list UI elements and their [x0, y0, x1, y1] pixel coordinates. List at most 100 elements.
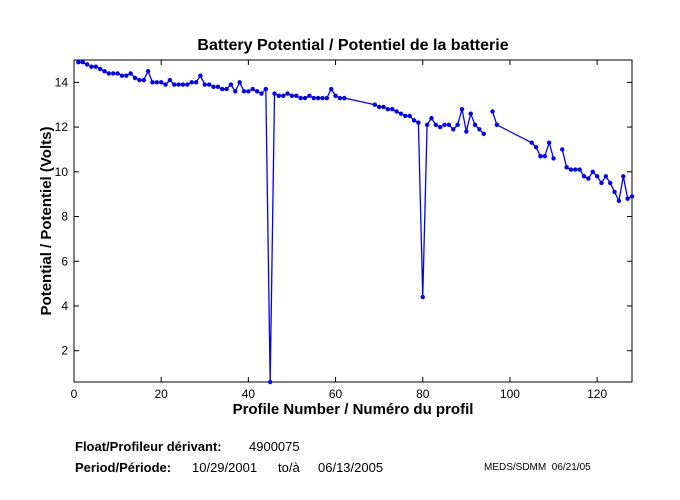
- data-point: [254, 89, 260, 94]
- data-point: [407, 113, 412, 119]
- data-point: [625, 196, 630, 201]
- data-point: [385, 106, 391, 112]
- data-point: [324, 95, 330, 101]
- data-point: [167, 77, 173, 83]
- data-point: [320, 95, 325, 101]
- data-point: [603, 174, 609, 179]
- data-point: [429, 115, 434, 121]
- data-point: [220, 86, 225, 92]
- x-tick-label: 100: [500, 387, 520, 401]
- data-point: [115, 71, 120, 76]
- data-point: [529, 140, 534, 145]
- data-point: [141, 77, 146, 83]
- x-axis-label: Profile Number / Numéro du profil: [233, 401, 474, 418]
- data-point: [546, 140, 552, 145]
- credit-text: MEDS/SDMM 06/21/05: [484, 462, 591, 473]
- y-tick-label: 14: [55, 75, 69, 89]
- data-point: [180, 82, 186, 87]
- data-point: [193, 80, 199, 85]
- data-point: [477, 127, 482, 132]
- data-point: [89, 64, 94, 69]
- data-point: [202, 82, 207, 87]
- x-tick-label: 120: [587, 387, 607, 401]
- data-point: [416, 120, 421, 125]
- data-point: [573, 167, 578, 172]
- data-point: [302, 95, 308, 101]
- data-point: [276, 93, 282, 98]
- data-point: [285, 91, 290, 96]
- data-point: [224, 86, 229, 92]
- data-point: [150, 80, 155, 85]
- data-point: [568, 167, 574, 172]
- data-point: [124, 73, 129, 78]
- data-point: [154, 80, 160, 85]
- data-point: [590, 169, 595, 175]
- data-point: [189, 80, 194, 85]
- data-point: [267, 379, 273, 385]
- data-point: [206, 82, 212, 87]
- y-tick-label: 2: [61, 344, 68, 358]
- data-point: [451, 127, 456, 132]
- data-point: [80, 60, 85, 65]
- data-point: [311, 95, 316, 101]
- data-point: [533, 145, 539, 150]
- data-point: [560, 147, 565, 152]
- data-point: [176, 82, 181, 87]
- float-label: Float/Profileur dérivant:: [75, 439, 222, 454]
- data-point: [394, 109, 399, 114]
- data-point: [172, 82, 177, 87]
- end-date: 06/13/2005: [318, 460, 384, 475]
- chart-title: Battery Potential / Potentiel de la batt…: [197, 37, 508, 54]
- data-point: [163, 82, 168, 87]
- data-point: [433, 122, 439, 128]
- x-tick-label: 80: [416, 387, 430, 401]
- data-point: [263, 86, 269, 92]
- data-point: [102, 68, 107, 74]
- data-point: [420, 294, 425, 300]
- data-point: [629, 194, 635, 199]
- data-point: [616, 198, 622, 204]
- x-tick-label: 60: [329, 387, 343, 401]
- x-tick-label: 0: [71, 387, 78, 401]
- data-point: [446, 122, 452, 128]
- data-point: [137, 77, 142, 83]
- to-label: to/à: [278, 460, 300, 475]
- data-point: [403, 113, 408, 119]
- data-point: [342, 95, 347, 101]
- data-point: [289, 93, 295, 98]
- y-tick-label: 12: [55, 120, 69, 134]
- data-point: [333, 93, 338, 98]
- data-point: [294, 93, 299, 98]
- plot-frame: [73, 59, 633, 383]
- data-point: [281, 93, 286, 98]
- data-point: [577, 167, 582, 172]
- data-point: [442, 122, 447, 128]
- data-point: [464, 129, 469, 134]
- data-point: [246, 89, 251, 94]
- data-point: [228, 82, 234, 87]
- data-point: [185, 82, 190, 87]
- data-point: [97, 66, 103, 72]
- data-point: [329, 86, 334, 92]
- data-point: [398, 111, 404, 116]
- data-point: [455, 122, 460, 128]
- data-point: [538, 153, 543, 159]
- data-point: [119, 73, 125, 78]
- data-point: [132, 75, 138, 81]
- x-tick-label: 40: [242, 387, 256, 401]
- data-point: [337, 95, 343, 101]
- data-point: [608, 180, 613, 186]
- y-tick-label: 4: [61, 299, 68, 313]
- data-point: [376, 104, 382, 110]
- data-point: [298, 95, 303, 101]
- data-point: [472, 122, 478, 128]
- data-point: [250, 86, 255, 92]
- data-point: [424, 122, 430, 128]
- data-point: [621, 174, 626, 179]
- data-point: [459, 106, 465, 112]
- data-point: [481, 131, 486, 136]
- data-point: [599, 180, 604, 186]
- y-tick-label: 6: [61, 254, 68, 268]
- data-point: [198, 73, 203, 78]
